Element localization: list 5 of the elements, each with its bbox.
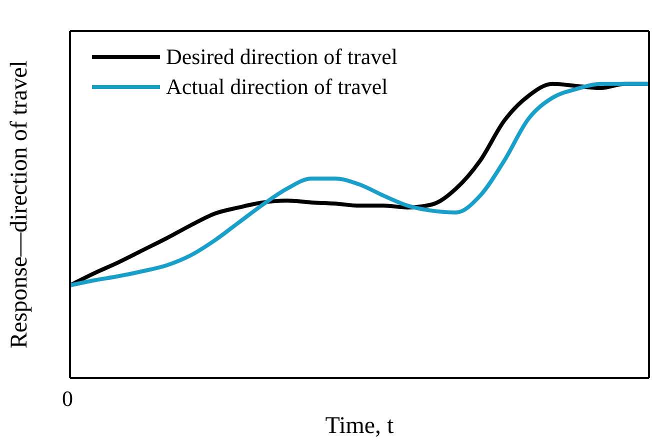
text: 0 [62,386,73,412]
x-axis-title: Time, t [325,413,394,439]
y-axis-title: Response—direction of travel [6,60,33,348]
legend-label: Actual direction of travel [166,73,388,101]
legend-label: Desired direction of travel [166,43,398,71]
